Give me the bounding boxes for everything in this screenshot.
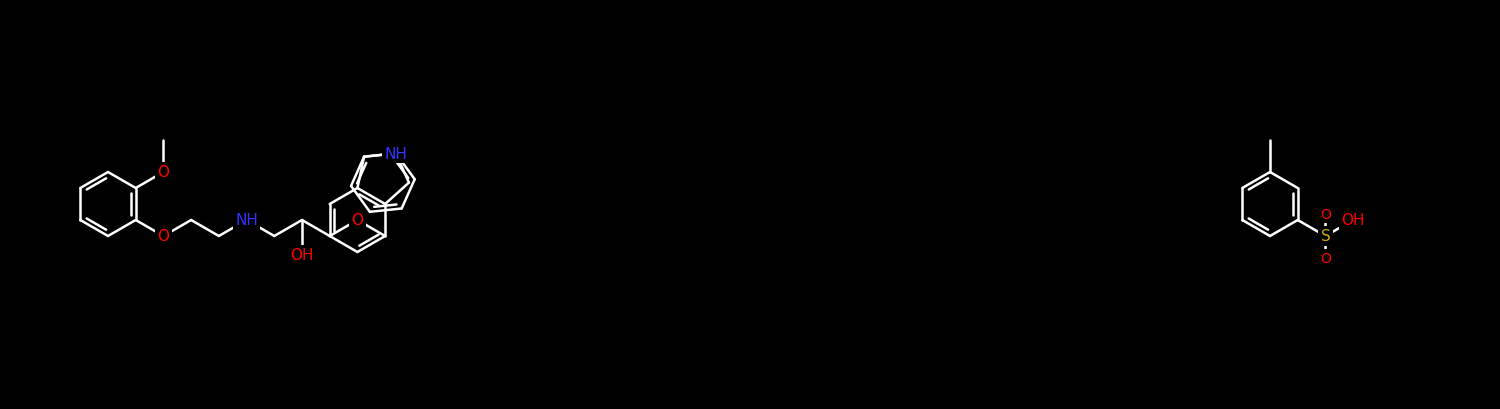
Text: O: O (158, 229, 170, 244)
Text: O: O (158, 165, 170, 180)
Text: O: O (1320, 207, 1330, 221)
Text: O: O (351, 213, 363, 228)
Text: OH: OH (290, 248, 314, 263)
Text: NH: NH (384, 146, 408, 162)
Text: S: S (1320, 229, 1330, 244)
Text: O: O (1320, 252, 1330, 266)
Text: NH: NH (236, 213, 258, 228)
Text: OH: OH (1341, 213, 1365, 228)
